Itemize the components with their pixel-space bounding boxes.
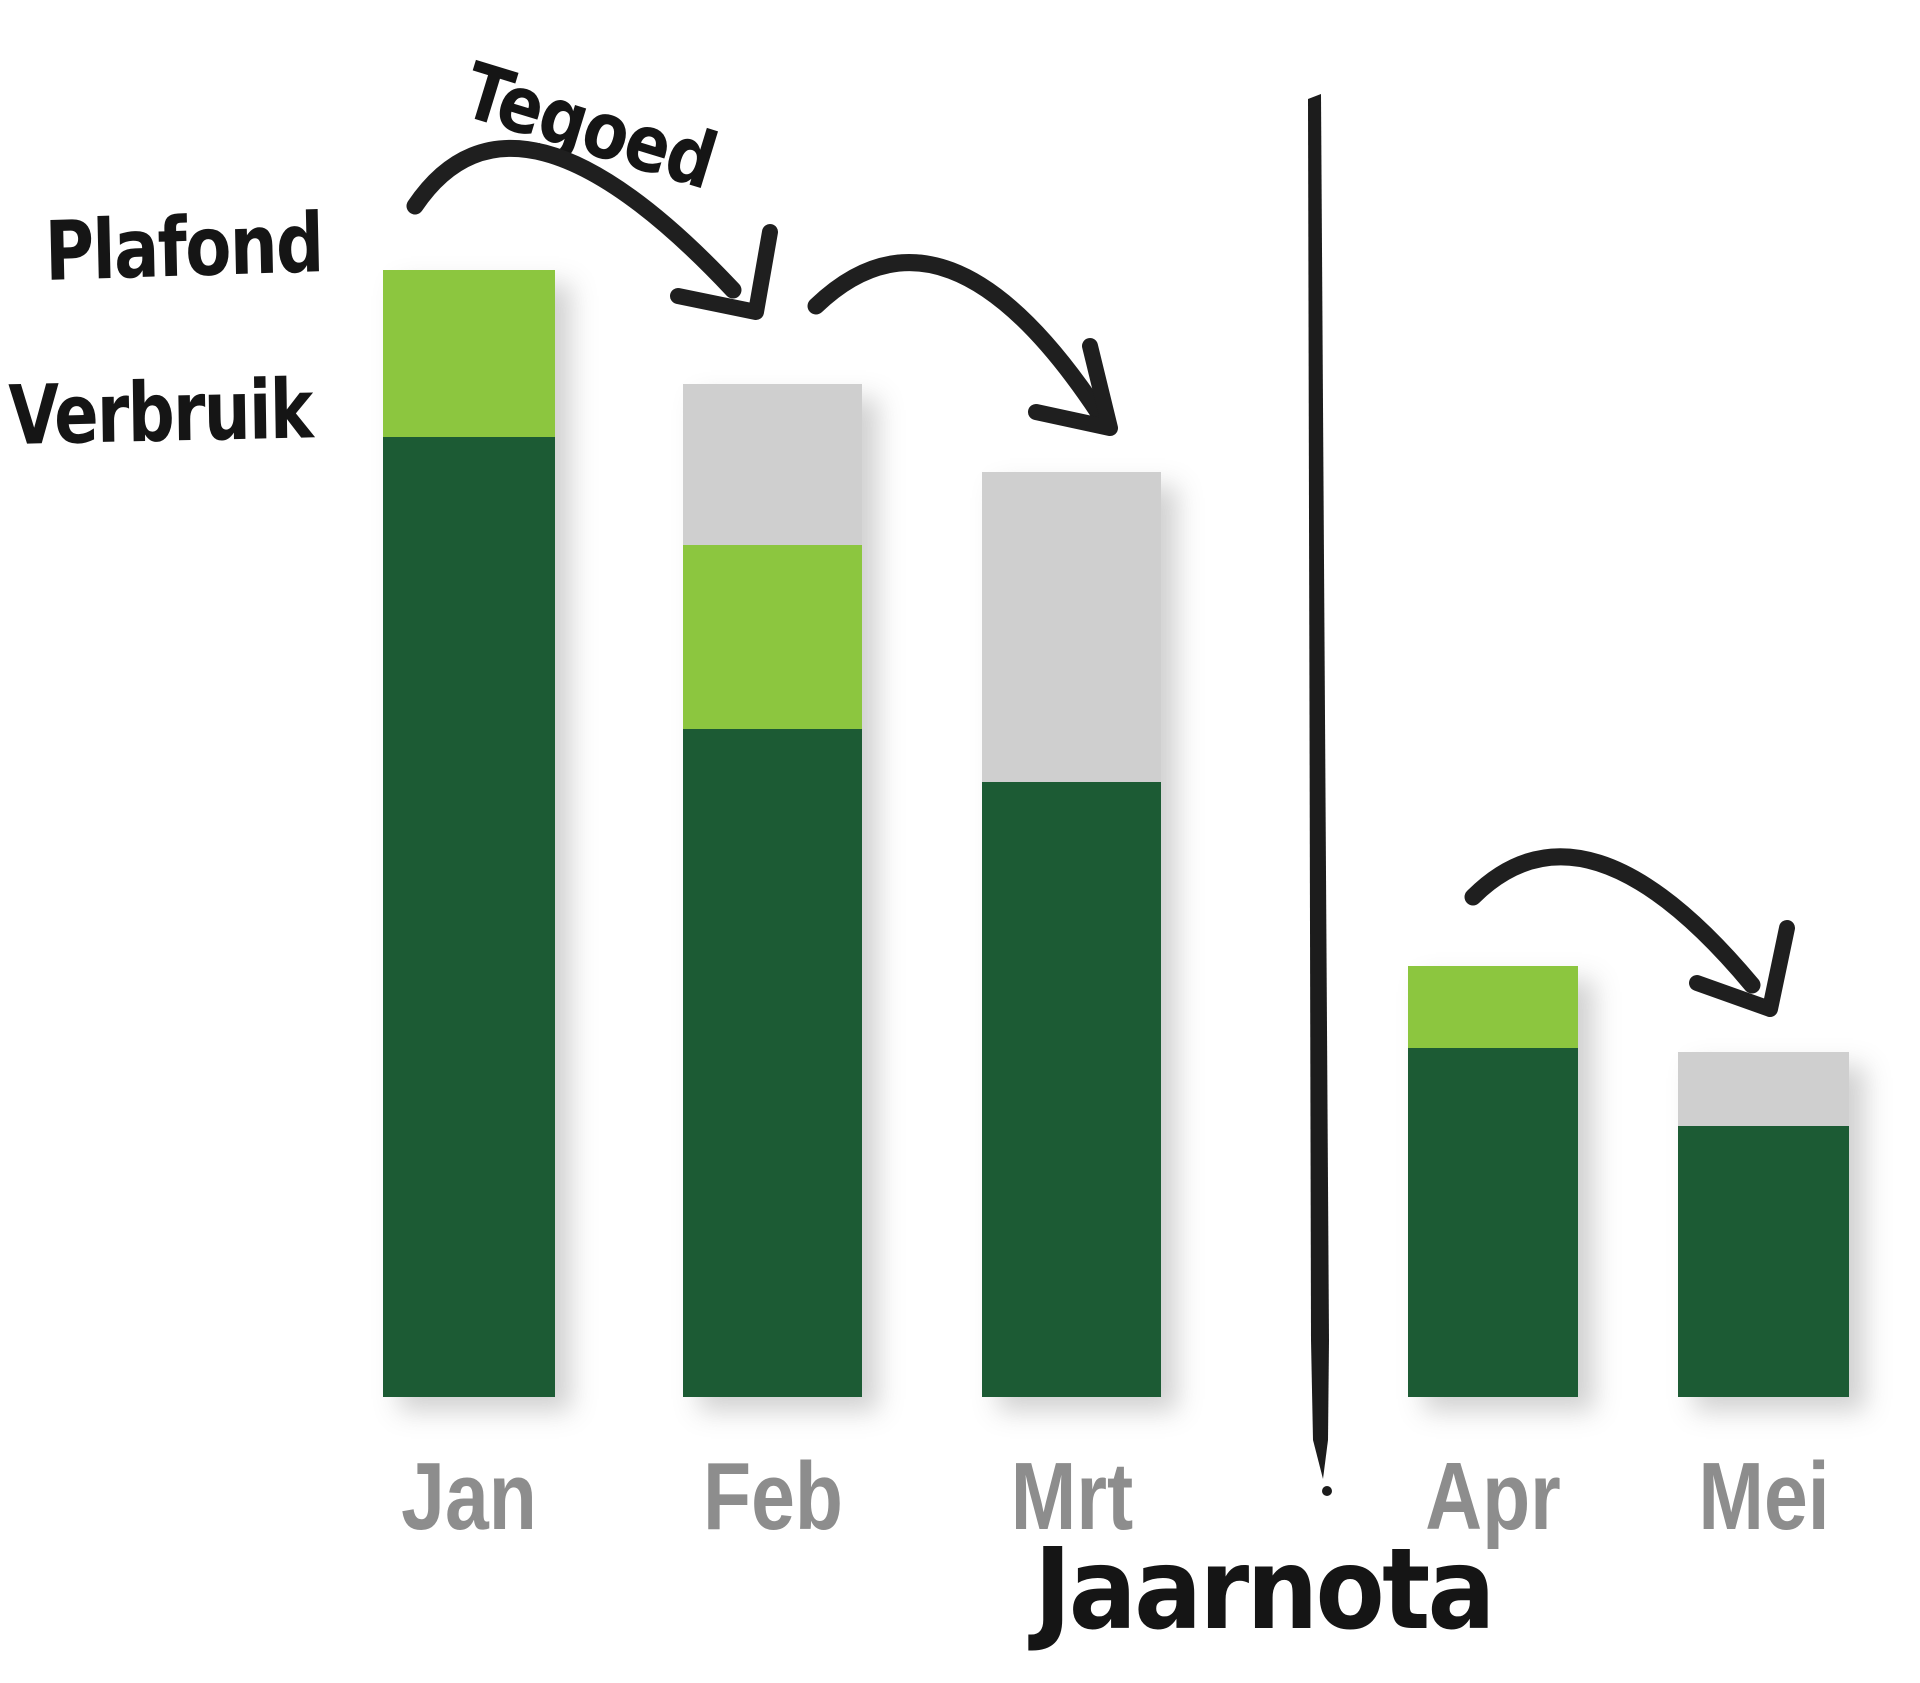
plafond-label: Plafond <box>43 196 324 300</box>
bar-segment-gray <box>1678 1052 1849 1127</box>
month-label-feb: Feb <box>702 1443 843 1550</box>
bar-mei: Mei <box>1678 1052 1849 1545</box>
bar-segment-verbruik <box>383 436 555 1397</box>
bar-segment-tegoed <box>383 270 555 437</box>
month-label-mrt: Mrt <box>1010 1443 1133 1550</box>
month-label-mei: Mei <box>1697 1443 1830 1550</box>
bar-segment-verbruik <box>1408 1048 1578 1397</box>
bar-segment-gray <box>683 384 862 546</box>
bar-jan: Jan <box>383 270 555 1545</box>
tegoed-label: Tegoed <box>453 46 726 208</box>
bar-segment-tegoed <box>1408 966 1578 1049</box>
bar-feb: Feb <box>683 384 862 1545</box>
jaarnota-divider-line <box>1308 94 1332 1496</box>
month-label-apr: Apr <box>1425 1443 1561 1550</box>
verbruik-label: Verbruik <box>7 362 313 464</box>
bar-segment-tegoed <box>683 545 862 729</box>
bar-segment-verbruik <box>982 781 1161 1397</box>
jaarnota-label: Jaarnota <box>1034 1525 1496 1655</box>
month-label-jan: Jan <box>401 1443 537 1550</box>
bar-segment-verbruik <box>683 728 862 1397</box>
bar-apr: Apr <box>1408 966 1578 1545</box>
bar-mrt: Mrt <box>982 472 1161 1545</box>
bar-segment-gray <box>982 472 1161 782</box>
bar-segment-verbruik <box>1678 1126 1849 1397</box>
